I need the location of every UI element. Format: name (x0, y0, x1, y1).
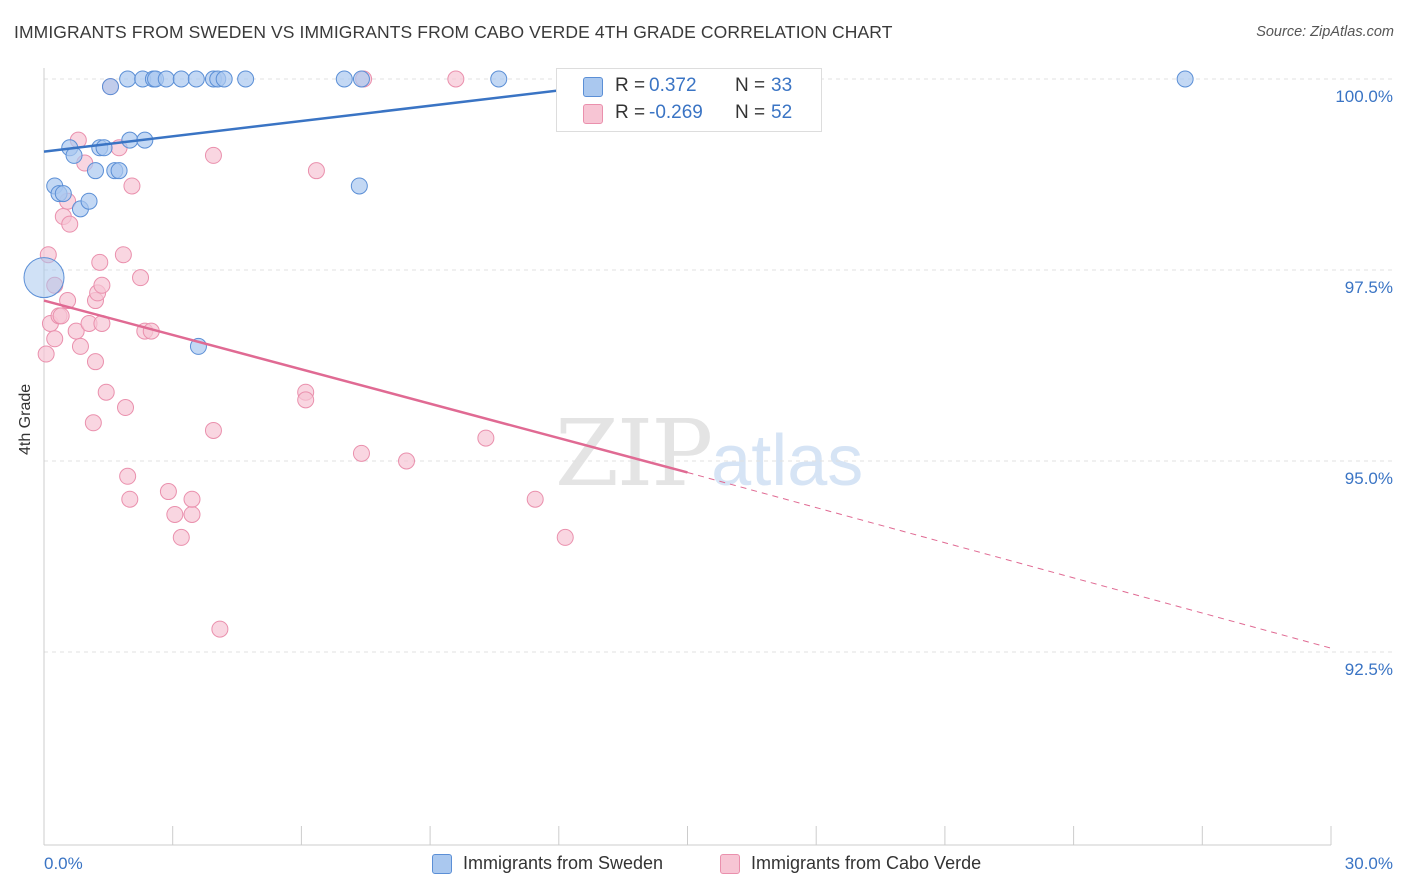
legend-n-value-sweden: 33 (771, 75, 793, 96)
sweden-point (80, 192, 98, 210)
cabo-point (117, 399, 135, 417)
y-tick-label: 95.0% (1345, 469, 1393, 488)
cabo-point (93, 276, 111, 294)
cabo-point (398, 452, 416, 470)
cabo-point (477, 429, 495, 447)
sweden-point (335, 70, 353, 88)
sweden-point (350, 177, 368, 195)
legend-row-sweden: R = 0.372 N = 33 (557, 73, 821, 99)
sweden-point (490, 70, 508, 88)
sweden-point (23, 257, 65, 299)
chart-title: IMMIGRANTS FROM SWEDEN VS IMMIGRANTS FRO… (14, 22, 893, 42)
legend-r-value-sweden: 0.372 (649, 75, 697, 96)
cabo-point (307, 162, 325, 180)
source-label: Source: ZipAtlas.com (1256, 24, 1394, 40)
legend-n-label: N = (735, 102, 766, 123)
sweden-point (157, 70, 175, 88)
y-tick-label: 92.5% (1345, 660, 1393, 679)
sweden-point (352, 70, 370, 88)
y-tick-label: 100.0% (1335, 87, 1393, 106)
cabo-point (526, 490, 544, 508)
cabo-point (159, 483, 177, 501)
bottom-legend-cabo-label: Immigrants from Cabo Verde (751, 853, 982, 873)
cabo-point (37, 345, 55, 363)
sweden-point (110, 162, 128, 180)
legend-r-label: R = (615, 102, 646, 123)
cabo-point (204, 146, 222, 164)
cabo-point (114, 246, 132, 264)
cabo-point (211, 620, 229, 638)
cabo-point (556, 528, 574, 546)
correlation-legend: R = 0.372 N = 33 R = -0.269 N = 52 (556, 68, 822, 132)
cabo-trend-extension (687, 471, 1332, 649)
cabo-point (183, 505, 201, 523)
sweden-swatch-icon (583, 77, 603, 97)
sweden-point (215, 70, 233, 88)
cabo-point (172, 528, 190, 546)
sweden-point (1176, 70, 1194, 88)
cabo-swatch-icon (720, 854, 740, 874)
legend-n-label: N = (735, 75, 766, 96)
bottom-legend-sweden[interactable]: Immigrants from Sweden (432, 852, 712, 876)
cabo-point (132, 269, 150, 287)
cabo-point (91, 253, 109, 271)
sweden-point (95, 139, 113, 157)
cabo-point (166, 505, 184, 523)
watermark-zip: ZIP (555, 400, 713, 507)
cabo-point (121, 490, 139, 508)
cabo-point (204, 421, 222, 439)
sweden-point (86, 162, 104, 180)
legend-row-cabo: R = -0.269 N = 52 (557, 100, 821, 126)
cabo-point (86, 353, 104, 371)
cabo-point (297, 391, 315, 409)
legend-r-value-cabo: -0.269 (649, 102, 703, 123)
bottom-legend-cabo[interactable]: Immigrants from Cabo Verde (720, 852, 1020, 876)
cabo-point (52, 307, 70, 325)
cabo-point (84, 414, 102, 432)
x-tick-label: 0.0% (44, 854, 83, 873)
cabo-point (61, 215, 79, 233)
y-axis-label: 4th Grade (17, 383, 34, 455)
legend-r-label: R = (615, 75, 646, 96)
sweden-point (187, 70, 205, 88)
sweden-swatch-icon (432, 854, 452, 874)
cabo-point (71, 337, 89, 355)
sweden-point (54, 185, 72, 203)
cabo-point (447, 70, 465, 88)
sweden-point (101, 78, 119, 96)
sweden-point (172, 70, 190, 88)
legend-n-value-cabo: 52 (771, 102, 793, 123)
y-tick-label: 97.5% (1345, 278, 1393, 297)
cabo-trend-line (43, 299, 688, 474)
cabo-swatch-icon (583, 104, 603, 124)
bottom-legend-sweden-label: Immigrants from Sweden (463, 853, 664, 873)
cabo-point (46, 330, 64, 348)
sweden-point (237, 70, 255, 88)
sweden-point (119, 70, 137, 88)
cabo-point (119, 467, 137, 485)
cabo-point (352, 444, 370, 462)
cabo-point (97, 383, 115, 401)
cabo-point (123, 177, 141, 195)
cabo-point (183, 490, 201, 508)
x-tick-label: 30.0% (1345, 854, 1393, 873)
